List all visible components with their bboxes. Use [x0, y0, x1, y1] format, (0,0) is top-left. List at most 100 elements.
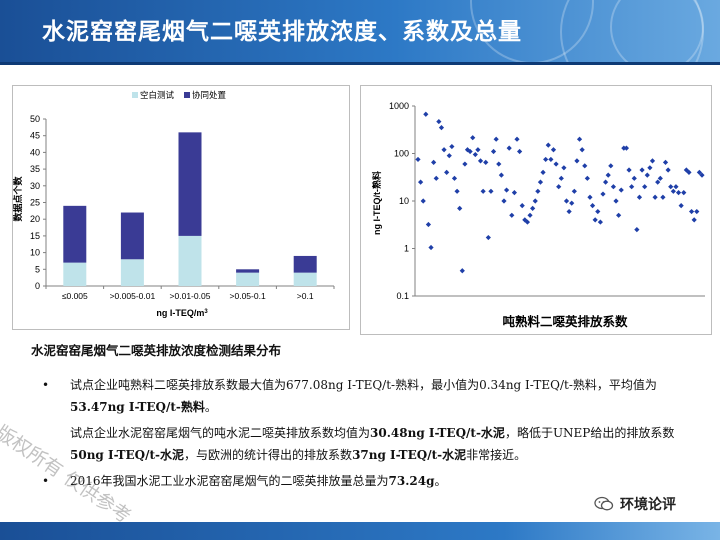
bullet-item: • 试点企业吨熟料二噁英排放系数最大值为677.08ng I-TEQ/t-熟料，… — [40, 374, 700, 418]
data-point — [472, 151, 478, 158]
chart-caption: 水泥窑窑尾烟气二噁英排放浓度检测结果分布 — [31, 343, 282, 358]
data-point — [579, 147, 585, 153]
y-tick-label: 5 — [35, 264, 40, 274]
data-point — [688, 208, 695, 215]
data-point — [652, 194, 658, 200]
data-point — [602, 179, 609, 185]
data-point — [681, 190, 687, 196]
data-point — [446, 153, 452, 159]
bullet-item: 试点企业水泥窑窑尾烟气的吨水泥二噁英排放系数均值为30.48ng I-TEQ/t… — [40, 422, 700, 466]
data-point — [657, 175, 663, 181]
bar-segment — [120, 259, 144, 286]
data-point — [621, 145, 627, 151]
bullet-bold: 30.48ng I-TEQ/t-水泥 — [370, 426, 505, 440]
bullet-bold: 37ng I-TEQ/t-水泥 — [352, 448, 467, 462]
bullet-text: 非常接近。 — [466, 448, 527, 462]
bar-segment — [236, 272, 260, 286]
bullet-text: ，与欧洲的统计得出的排放系数 — [184, 448, 353, 462]
data-point — [464, 147, 471, 153]
bar-segment — [178, 235, 202, 286]
chart-bars — [63, 132, 317, 286]
x-tick-label: >0.1 — [297, 291, 314, 301]
data-point — [597, 219, 603, 225]
chart-legend: 空白测试 协同处置 — [132, 90, 227, 100]
data-point — [561, 165, 567, 171]
bullet-text: 试点企业水泥窑窑尾烟气的吨水泥二噁英排放系数均值为 — [70, 426, 371, 440]
data-point — [631, 175, 637, 181]
legend-swatch — [132, 92, 138, 98]
chart-points — [415, 111, 705, 274]
data-point — [428, 244, 434, 251]
chart-axes: 0 5 10 15 20 25 30 35 40 45 50 ≤0.005 >0.005-0.01 >0.… — [30, 114, 335, 301]
bullet-bold: 53.47ng I-TEQ/t-熟料 — [70, 400, 205, 414]
bar-segment — [63, 262, 87, 286]
data-point — [694, 208, 700, 215]
data-point — [642, 184, 648, 190]
data-point — [563, 198, 570, 204]
title-underline — [0, 62, 720, 65]
data-point — [670, 188, 676, 194]
data-point — [592, 217, 598, 223]
data-point — [459, 268, 465, 274]
data-point — [550, 147, 557, 153]
y-tick-label: 40 — [30, 147, 40, 157]
y-tick-label: 1000 — [389, 101, 409, 111]
data-point — [616, 212, 622, 218]
bullet-text: 试点企业吨熟料二噁英排放系数最大值为677.08ng I-TEQ/t-熟料，最小… — [70, 378, 657, 392]
x-tick-label: >0.05-0.1 — [230, 291, 266, 301]
bullet-dot: • — [42, 474, 50, 488]
y-tick-label: 15 — [30, 231, 40, 241]
data-point — [660, 194, 666, 200]
data-point — [665, 167, 671, 173]
data-point — [548, 156, 554, 163]
y-tick-label: 50 — [30, 114, 40, 124]
bar-segment — [293, 255, 317, 273]
data-point — [540, 169, 546, 176]
brand-name: 环境论评 — [620, 497, 676, 513]
data-point — [530, 205, 536, 211]
decorative-ring — [610, 0, 704, 62]
y-tick-label: 0 — [35, 281, 40, 291]
data-point — [415, 156, 421, 163]
data-point — [618, 187, 624, 193]
bullet-list: • 试点企业吨熟料二噁英排放系数最大值为677.08ng I-TEQ/t-熟料，… — [40, 374, 700, 496]
data-point — [490, 148, 497, 155]
bullet-item: • 2016年我国水泥工业水泥窑窑尾烟气的二噁英排放量总量为73.24g。 — [40, 470, 700, 492]
bullet-text: 。 — [434, 474, 447, 488]
chart-subtitle: 吨熟料二噁英排放系数 — [502, 314, 628, 329]
bullet-bold: 50ng I-TEQ/t-水泥 — [70, 448, 185, 462]
legend-swatch — [184, 92, 190, 98]
data-point — [647, 165, 653, 171]
data-point — [655, 179, 661, 185]
data-point — [649, 158, 656, 164]
bar-segment — [236, 269, 260, 273]
y-tick-label: 35 — [30, 164, 40, 174]
wechat-icon — [594, 496, 614, 512]
brand-badge: 环境论评 — [594, 494, 676, 514]
legend-label: 空白测试 — [140, 90, 175, 100]
data-point — [662, 159, 669, 165]
data-point — [626, 167, 632, 173]
data-point — [644, 172, 650, 178]
bar-segment — [120, 212, 144, 260]
legend-label: 协同处置 — [192, 90, 227, 100]
data-point — [629, 184, 635, 190]
data-point — [532, 198, 538, 204]
data-point — [678, 203, 684, 209]
title-bar: 水泥窑窑尾烟气二噁英排放浓度、系数及总量 — [0, 0, 720, 62]
chart-frame — [360, 85, 712, 335]
data-point — [553, 161, 559, 167]
data-point — [634, 226, 640, 233]
footer-bar — [0, 522, 720, 540]
y-tick-label: 100 — [394, 149, 409, 159]
x-tick-label: >0.005-0.01 — [110, 291, 156, 301]
data-point — [543, 156, 549, 163]
data-point — [691, 217, 697, 223]
data-point — [683, 167, 689, 173]
data-point — [451, 175, 458, 181]
data-point — [496, 161, 502, 167]
y-tick-label: 10 — [30, 248, 40, 258]
data-point — [696, 169, 702, 176]
y-tick-label: 1 — [404, 244, 409, 254]
data-point — [566, 208, 572, 215]
